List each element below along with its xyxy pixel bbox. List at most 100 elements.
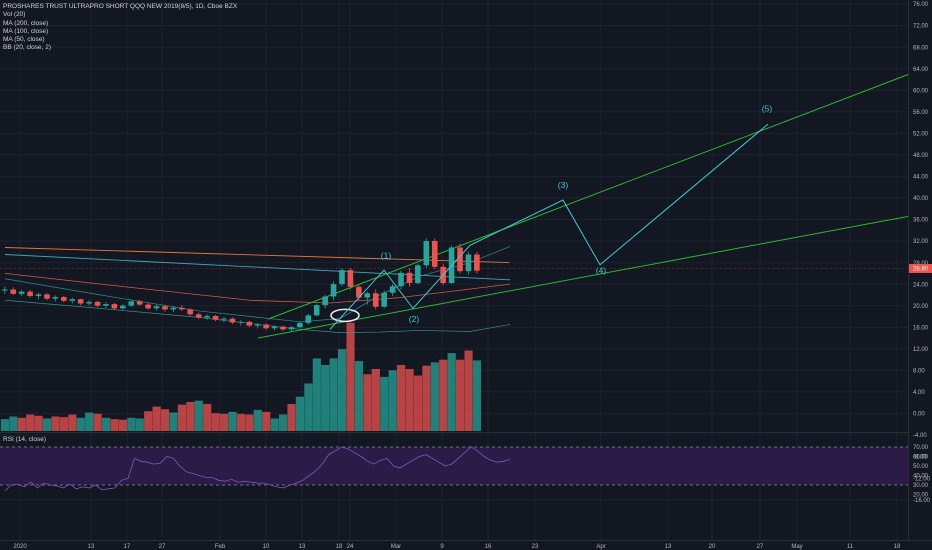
volume-bar [338,349,347,431]
rsi-line [4,446,511,492]
volume-bar [177,404,187,431]
volume-bar [101,417,111,431]
candle-body [103,304,109,306]
price-tick-label: 40.00 [913,196,929,202]
volume-bar [346,322,355,431]
candle-body [111,304,118,309]
legend-indicator-ma200[interactable]: MA (200, close) [3,19,49,27]
price-tick-label: 76.00 [913,2,929,8]
rsi-tick-label: 70.00 [913,445,929,451]
volume-bar [169,412,178,431]
candle-body [179,307,185,310]
volume-bar [422,365,431,431]
volume-bar [160,409,170,431]
volume-bar [413,375,423,431]
volume-bar [329,358,338,431]
legend-indicator-ma50[interactable]: MA (50, close) [3,36,45,44]
volume-bar [76,417,85,431]
candle-body [381,292,387,307]
time-axis-labels: 2020 13 17 27 Feb 10 13 18 24 Mar 9 16 23 Apr 13 20 27 Ma… [13,544,901,550]
price-tick-label: 28.00 [913,261,929,267]
price-tick-label: 0.00 [913,412,925,418]
last-price-tag [909,264,932,274]
volume-bar [245,414,254,431]
candle-body [136,301,143,305]
rsi-legend[interactable]: RSI (14, close) [3,436,46,443]
time-tick-label: 2020 [13,544,27,550]
candle-body [347,270,354,287]
price-tick-label: 4.00 [913,390,925,396]
candle-body [280,326,286,330]
last-price-label: 26.90 [913,267,929,273]
wave-label-3: (3) [558,180,569,190]
candle-body [221,318,227,320]
channel-lower-line [257,211,932,339]
volume-bar [287,403,296,431]
volume-bar [152,406,161,431]
volume-bar [59,417,69,431]
legend-indicator-bb[interactable]: BB (20, close, 2) [3,44,52,52]
time-tick-label: 13 [88,544,95,550]
candle-body [204,315,210,318]
candle-body [187,309,194,315]
candle-body [44,294,50,299]
volume-bar [118,419,128,431]
time-tick-label: 9 [440,544,444,550]
volume-bar [0,419,9,431]
price-tick-label: 36.00 [913,218,929,224]
time-tick-label: 20 [709,544,716,550]
volume-bar [85,412,94,431]
time-tick-label: 17 [124,544,131,550]
candle-body [128,301,135,306]
time-tick-label: 10 [263,544,270,550]
candle-body [474,254,480,271]
volume-bar [51,416,60,431]
rsi-tick-label: 60.00 [913,455,929,461]
volume-bar [34,415,43,431]
legend-indicator-vol[interactable]: Vol (20) [3,11,26,19]
candle-body [52,297,59,299]
candle-body [330,284,337,297]
candle-body [339,270,345,285]
volume-bar [211,413,220,431]
candle-body [2,289,8,291]
volume-bar [363,374,372,431]
volume-bar [380,376,389,431]
volume-bar [9,416,18,431]
time-tick-label: May [791,544,802,550]
rsi-band [0,447,908,485]
volume-bar [456,359,465,431]
candle-body [27,291,33,296]
candle-body [431,241,438,267]
price-tick-label: 24.00 [913,282,929,288]
candle-body [94,301,101,306]
time-tick-label: 18 [336,544,343,550]
volume-bar [219,413,229,431]
price-tick-label: 12.00 [913,347,929,353]
candle-body [18,291,25,294]
channel-lines [257,64,932,339]
ma-50-line [4,272,511,304]
volume-bar [312,358,321,431]
candle-body [246,321,253,326]
price-tick-label: -12.00 [913,476,931,482]
volume-bar [388,370,397,431]
time-tick-label: 11 [847,544,854,550]
rsi-tick-label: 20.00 [913,493,929,499]
candle-body [372,293,379,307]
volume-bar [371,368,380,431]
wave-path [329,123,769,330]
candle-body [271,326,278,329]
wave-label-4: (4) [596,265,607,275]
candle-body [254,324,261,326]
wave-label-5: (5) [762,104,773,114]
time-tick-label: 24 [347,544,354,550]
candle-body [162,306,168,310]
volume-bar [17,417,26,431]
legend-indicator-ma100[interactable]: MA (100, close) [3,27,49,35]
rsi-tick-label: 40.00 [913,474,929,480]
volume-bar [278,414,288,431]
price-tick-label: 32.00 [913,239,929,245]
candle-body [238,321,244,323]
